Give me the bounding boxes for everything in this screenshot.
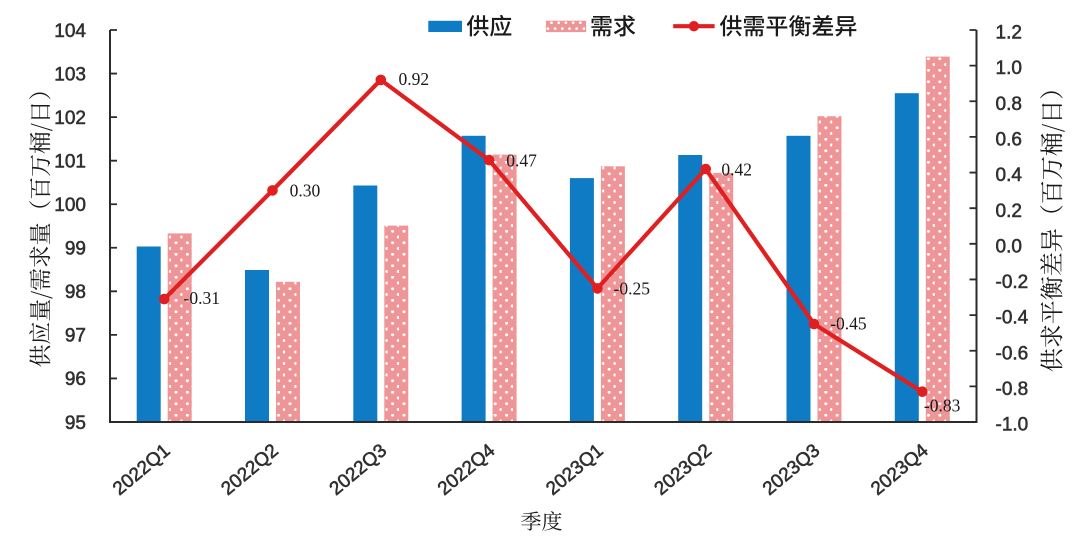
svg-text:-0.4: -0.4 xyxy=(996,308,1029,329)
svg-text:103: 103 xyxy=(54,64,86,85)
svg-text:-0.45: -0.45 xyxy=(830,314,867,334)
svg-text:0.47: 0.47 xyxy=(506,151,537,171)
svg-text:0.4: 0.4 xyxy=(996,165,1023,186)
svg-text:0.6: 0.6 xyxy=(996,130,1022,151)
svg-text:0.42: 0.42 xyxy=(721,160,752,180)
svg-text:0.92: 0.92 xyxy=(399,69,430,89)
svg-text:-0.31: -0.31 xyxy=(184,288,220,308)
svg-text:0.30: 0.30 xyxy=(290,181,321,201)
svg-text:0.0: 0.0 xyxy=(996,236,1022,257)
svg-text:-0.8: -0.8 xyxy=(996,379,1029,400)
svg-text:-0.6: -0.6 xyxy=(996,343,1029,364)
svg-text:0.8: 0.8 xyxy=(996,94,1022,115)
svg-text:97: 97 xyxy=(65,326,86,347)
svg-text:-1.0: -1.0 xyxy=(996,415,1029,436)
svg-text:98: 98 xyxy=(65,282,86,303)
svg-text:99: 99 xyxy=(65,239,86,260)
svg-text:1.2: 1.2 xyxy=(996,23,1022,44)
svg-text:102: 102 xyxy=(54,108,86,129)
svg-text:96: 96 xyxy=(65,369,86,390)
svg-text:100: 100 xyxy=(54,195,86,216)
svg-text:101: 101 xyxy=(54,152,86,173)
svg-text:-0.83: -0.83 xyxy=(924,396,961,416)
svg-text:-0.25: -0.25 xyxy=(614,279,651,299)
svg-text:1.0: 1.0 xyxy=(996,58,1022,79)
svg-text:95: 95 xyxy=(65,413,86,434)
svg-text:104: 104 xyxy=(54,21,86,42)
svg-text:0.2: 0.2 xyxy=(996,201,1022,222)
svg-text:-0.2: -0.2 xyxy=(996,272,1029,293)
